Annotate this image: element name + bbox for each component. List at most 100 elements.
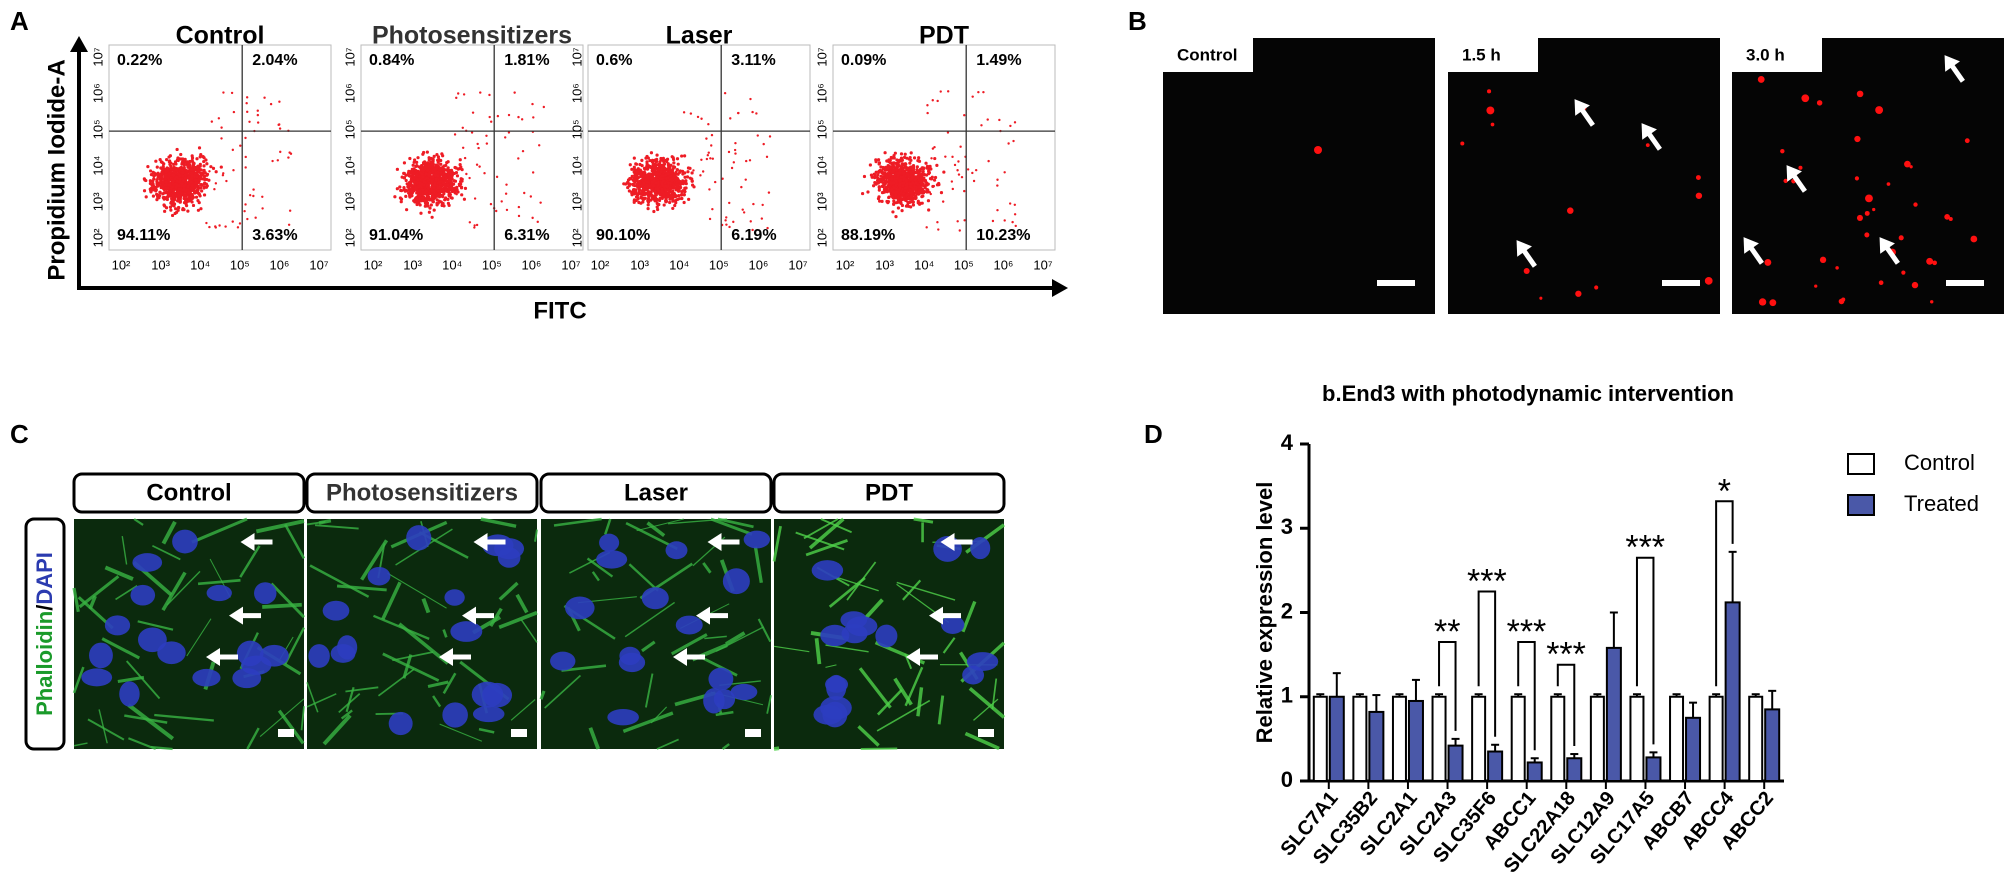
- cell-dot: [686, 170, 690, 174]
- cell-dot: [289, 152, 293, 155]
- cell-dot: [1009, 124, 1012, 128]
- x-tick-label: 10⁶: [269, 257, 289, 272]
- cell-dot: [171, 194, 175, 198]
- cell-dot: [659, 156, 663, 161]
- red-spot: [1695, 192, 1703, 199]
- y-tick-label: 10⁴: [342, 156, 357, 176]
- scale-bar: [1662, 280, 1700, 286]
- cell-dot: [421, 161, 426, 165]
- x-axis-label: FITC: [533, 297, 586, 324]
- cell-dot: [932, 178, 937, 182]
- cell-dot: [905, 156, 909, 160]
- cell-dot: [180, 182, 184, 186]
- chart-title: b.End3 with photodynamic intervention: [1322, 381, 1734, 406]
- image-label: PDT: [865, 479, 913, 506]
- cell-dot: [174, 185, 178, 189]
- cell-dot: [425, 195, 429, 199]
- cell-dot: [917, 202, 922, 206]
- cell-dot: [442, 168, 447, 172]
- cell-dot: [655, 153, 659, 157]
- cell-dot: [421, 152, 425, 156]
- cell-dot: [208, 225, 211, 229]
- cell-dot: [912, 187, 917, 191]
- cell-dot: [421, 168, 426, 172]
- cell-dot: [181, 159, 185, 163]
- x-tick-label: 10⁴: [442, 257, 462, 272]
- cell-dot: [182, 187, 186, 192]
- red-spot: [1835, 266, 1839, 270]
- cell-dot: [213, 187, 216, 191]
- red-spot: [1864, 232, 1870, 238]
- x-tick-label: 10⁴: [914, 257, 934, 272]
- cell-dot: [175, 183, 179, 187]
- cell-dot: [876, 181, 880, 185]
- red-spot: [1926, 257, 1934, 265]
- cell-dot: [658, 177, 663, 181]
- red-spot: [1704, 276, 1713, 285]
- cell-cloud: [142, 91, 293, 229]
- cell-dot: [909, 151, 913, 155]
- plot-frame: [108, 44, 332, 251]
- red-spot: [1780, 148, 1785, 154]
- cell-dot: [142, 189, 147, 193]
- bar: [1708, 695, 1724, 782]
- cell-dot: [640, 189, 645, 193]
- cell-dot: [926, 111, 929, 115]
- scale-bar: [278, 729, 294, 737]
- cell-dot: [488, 93, 491, 97]
- cell-dot: [664, 176, 668, 181]
- cell-dot: [657, 162, 662, 166]
- cell-dot: [664, 199, 669, 203]
- cell-dot: [904, 186, 908, 190]
- cell-dot: [632, 192, 636, 196]
- cell-dot: [190, 184, 194, 188]
- cell-dot: [706, 153, 710, 157]
- cell-dot: [946, 90, 950, 93]
- cell-dot: [636, 192, 640, 196]
- cell-dot: [441, 165, 445, 169]
- cell-dot: [470, 131, 474, 134]
- cell-dot: [877, 185, 881, 189]
- cell-dot: [443, 197, 448, 201]
- cell-dot: [903, 152, 907, 156]
- cell-dot: [925, 187, 929, 192]
- cell-dot: [680, 190, 684, 194]
- cell-dot: [513, 91, 516, 94]
- cell-dot: [182, 163, 187, 167]
- cell-dot: [708, 188, 711, 191]
- cell-dot: [173, 191, 177, 196]
- cell-dot: [647, 200, 651, 204]
- bar: [1526, 761, 1543, 783]
- cell-dot: [700, 117, 703, 120]
- cell-dot: [659, 196, 663, 200]
- x-tick-label: 10⁵: [709, 257, 729, 272]
- cell-dot: [180, 191, 184, 195]
- cell-dot: [193, 178, 198, 182]
- cell-dot: [169, 167, 173, 171]
- cell-dot: [634, 175, 639, 179]
- cell-dot: [987, 159, 990, 163]
- quadrant-label: 0.6%: [596, 52, 632, 69]
- cell-dot: [173, 211, 177, 216]
- cell-dot: [468, 176, 471, 180]
- bar: [1724, 601, 1741, 783]
- legend-label: Control: [1904, 450, 1975, 475]
- cell-dot: [632, 165, 636, 169]
- cell-dot: [707, 122, 710, 126]
- cell-dot: [929, 192, 932, 196]
- cell-dot: [996, 184, 999, 187]
- arrow-head: [70, 36, 88, 52]
- cell-dot: [539, 201, 542, 204]
- nucleus: [708, 667, 734, 691]
- cell-dot: [910, 175, 915, 179]
- cell-dot: [456, 167, 461, 171]
- cell-dot: [190, 174, 194, 178]
- cell-dot: [171, 179, 175, 184]
- cell-dot: [404, 178, 408, 183]
- cell-dot: [269, 102, 273, 106]
- cell-dot: [891, 190, 896, 194]
- cell-dot: [178, 179, 182, 184]
- quadrant-label: 91.04%: [369, 227, 423, 244]
- cell-dot: [407, 171, 411, 175]
- cell-dot: [925, 164, 930, 168]
